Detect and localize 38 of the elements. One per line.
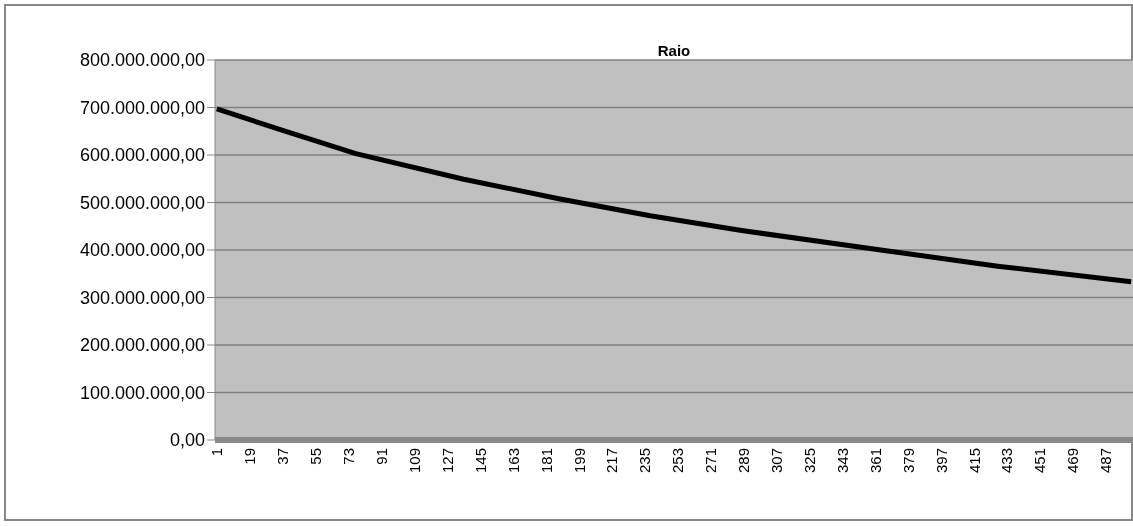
y-tick-label: 300.000.000,00: [79, 287, 205, 308]
x-tick-label: 325: [800, 448, 818, 474]
x-tick-label: 109: [405, 448, 423, 474]
x-tick-label: 271: [702, 448, 720, 474]
y-tick-label: 800.000.000,00: [79, 50, 205, 71]
y-tick-label: 500.000.000,00: [79, 192, 205, 213]
x-tick-label: 379: [899, 448, 917, 474]
x-tick-label: 469: [1064, 448, 1082, 474]
x-tick-label: 127: [438, 448, 456, 474]
x-tick-label: 451: [1031, 448, 1049, 474]
x-tick-label: 253: [669, 448, 687, 474]
y-tick-label: 100.000.000,00: [79, 382, 205, 403]
x-tick-label: 235: [636, 448, 654, 474]
x-tick-label: 145: [471, 448, 489, 474]
x-tick-label: 19: [241, 448, 259, 465]
x-tick-label: 181: [537, 448, 555, 474]
x-tick-label: 487: [1097, 448, 1115, 474]
x-tick-label: 91: [373, 448, 391, 465]
x-tick-label: 397: [932, 448, 950, 474]
y-tick-label: 0,00: [169, 430, 205, 451]
y-tick-label: 200.000.000,00: [79, 335, 205, 356]
x-tick-label: 163: [504, 448, 522, 474]
y-tick-label: 400.000.000,00: [79, 240, 205, 261]
x-tick-label: 289: [735, 448, 753, 474]
x-tick-label: 1: [208, 448, 226, 457]
x-tick-label: 73: [340, 448, 358, 465]
x-tick-label: 415: [965, 448, 983, 474]
chart-title: Raio: [656, 42, 692, 59]
x-tick-label: 55: [307, 448, 325, 465]
x-tick-label: 217: [603, 448, 621, 474]
x-tick-label: 307: [768, 448, 786, 474]
y-tick-label: 600.000.000,00: [79, 145, 205, 166]
y-tick-label: 700.000.000,00: [79, 97, 205, 118]
x-tick-label: 343: [833, 448, 851, 474]
x-tick-label: 37: [274, 448, 292, 465]
x-tick-label: 361: [866, 448, 884, 474]
x-tick-label: 199: [570, 448, 588, 474]
x-tick-label: 433: [998, 448, 1016, 474]
